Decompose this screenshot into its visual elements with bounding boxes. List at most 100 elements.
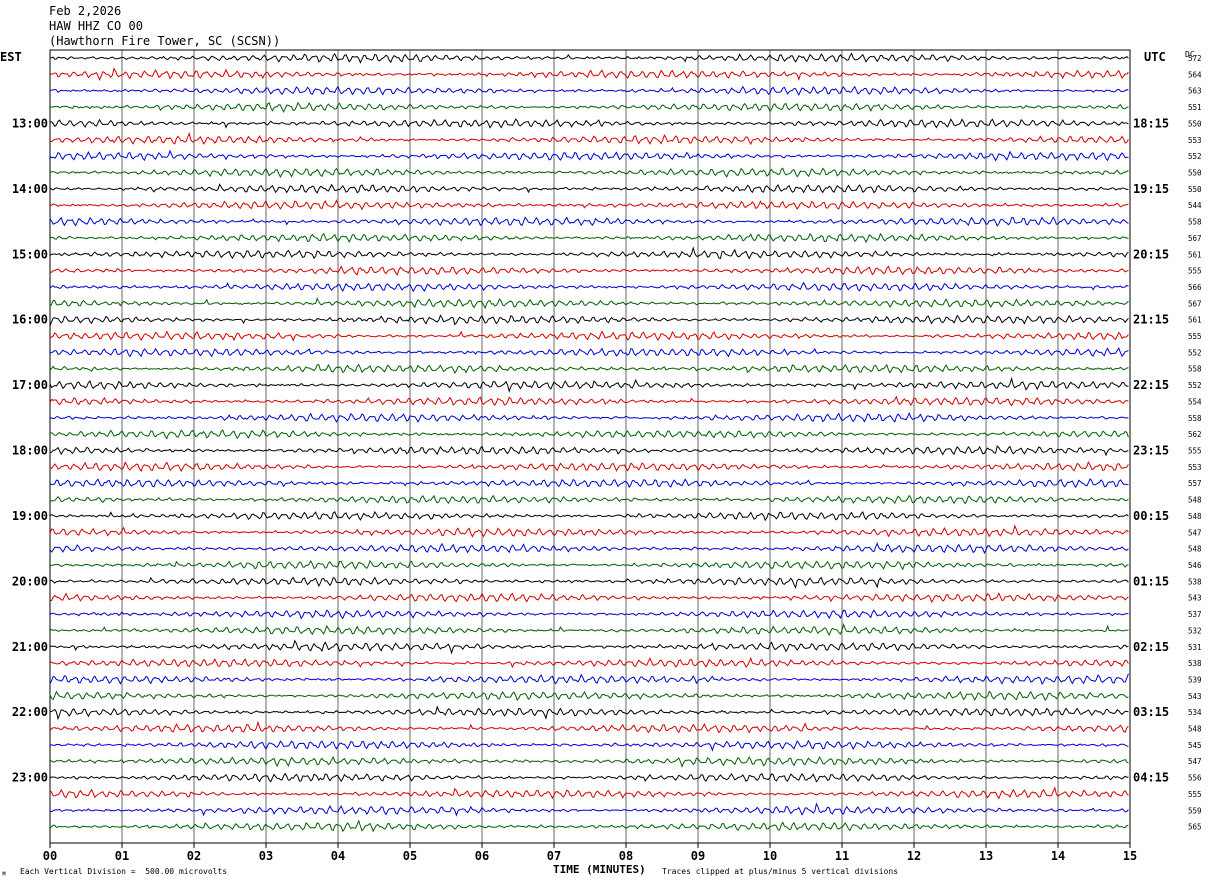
left-hour-label: 19:00 bbox=[12, 509, 48, 523]
right-hour-label: 04:15 bbox=[1133, 771, 1169, 785]
trace-row-4 bbox=[49, 118, 1129, 129]
x-tick-label: 03 bbox=[259, 849, 273, 863]
dc-offset-label: 538 bbox=[1188, 577, 1202, 586]
header-channel: HAW HHZ CO 00 bbox=[49, 19, 143, 33]
right-hour-label: 21:15 bbox=[1133, 313, 1169, 327]
dc-offset-label: 553 bbox=[1188, 136, 1202, 145]
left-hour-label: 21:00 bbox=[12, 640, 48, 654]
trace-row-3 bbox=[50, 101, 1129, 113]
x-tick-label: 14 bbox=[1051, 849, 1065, 863]
trace-row-5 bbox=[49, 131, 1129, 146]
dc-offset-label: 545 bbox=[1188, 741, 1202, 750]
dc-column-label: DC bbox=[1185, 50, 1195, 59]
trace-row-7 bbox=[49, 167, 1129, 178]
dc-offset-label: 555 bbox=[1188, 790, 1202, 799]
dc-offset-label: 548 bbox=[1188, 496, 1202, 505]
right-hour-label: 02:15 bbox=[1133, 640, 1169, 654]
trace-row-9 bbox=[49, 199, 1129, 211]
trace-row-18 bbox=[49, 347, 1129, 358]
x-tick-label: 13 bbox=[979, 849, 993, 863]
x-tick-label: 05 bbox=[403, 849, 417, 863]
dc-offset-label: 561 bbox=[1188, 250, 1202, 259]
dc-offset-label: 558 bbox=[1188, 414, 1202, 423]
dc-offset-label: 552 bbox=[1188, 381, 1202, 390]
x-tick-label: 01 bbox=[115, 849, 129, 863]
dc-offset-label: 537 bbox=[1188, 610, 1202, 619]
clip-note: Traces clipped at plus/minus 5 vertical … bbox=[662, 867, 899, 876]
dc-offset-label: 550 bbox=[1188, 185, 1202, 194]
x-tick-label: 10 bbox=[763, 849, 777, 863]
dc-offset-label: 563 bbox=[1188, 87, 1202, 96]
dc-offset-label: 544 bbox=[1188, 201, 1202, 210]
x-tick-label: 00 bbox=[43, 849, 57, 863]
dc-offset-label: 566 bbox=[1188, 283, 1202, 292]
left-hour-label: 15:00 bbox=[12, 247, 48, 261]
right-hour-label: 00:15 bbox=[1133, 509, 1169, 523]
dc-offset-label: 551 bbox=[1188, 103, 1202, 112]
trace-row-10 bbox=[49, 216, 1129, 227]
trace-row-30 bbox=[49, 542, 1129, 555]
header-station: (Hawthorn Fire Tower, SC (SCSN)) bbox=[49, 34, 281, 48]
trace-row-31 bbox=[49, 559, 1129, 571]
trace-row-21 bbox=[49, 395, 1129, 407]
dc-offset-label: 532 bbox=[1188, 626, 1202, 635]
trace-row-47 bbox=[49, 819, 1129, 833]
dc-offset-label: 543 bbox=[1188, 692, 1202, 701]
dc-offset-label: 546 bbox=[1188, 561, 1202, 570]
plot-frame bbox=[49, 49, 1131, 844]
trace-row-45 bbox=[49, 786, 1129, 800]
x-tick-label: 11 bbox=[835, 849, 849, 863]
trace-row-35 bbox=[49, 622, 1129, 637]
trace-row-20 bbox=[49, 376, 1129, 393]
right-hour-label: 23:15 bbox=[1133, 444, 1169, 458]
trace-row-17 bbox=[49, 330, 1129, 342]
right-hour-label: 19:15 bbox=[1133, 182, 1169, 196]
x-tick-label: 02 bbox=[187, 849, 201, 863]
dc-offset-label: 539 bbox=[1188, 675, 1202, 684]
trace-row-41 bbox=[49, 720, 1129, 734]
trace-row-28 bbox=[49, 510, 1129, 522]
trace-row-36 bbox=[49, 639, 1129, 655]
trace-row-16 bbox=[49, 314, 1129, 326]
dc-offset-label: 555 bbox=[1188, 267, 1202, 276]
trace-row-26 bbox=[49, 478, 1129, 489]
left-hour-label: 23:00 bbox=[12, 771, 48, 785]
dc-offset-label: 550 bbox=[1188, 168, 1202, 177]
trace-row-43 bbox=[49, 755, 1129, 768]
trace-row-23 bbox=[49, 429, 1129, 440]
dc-offset-label: 552 bbox=[1188, 152, 1202, 161]
x-axis-label: TIME (MINUTES) bbox=[553, 863, 646, 876]
right-hour-label: 01:15 bbox=[1133, 574, 1169, 588]
dc-offset-label: 564 bbox=[1188, 70, 1202, 79]
trace-row-40 bbox=[49, 705, 1129, 721]
trace-row-39 bbox=[49, 690, 1129, 702]
left-hour-label: 22:00 bbox=[12, 705, 48, 719]
trace-row-14 bbox=[49, 281, 1129, 293]
x-tick-label: 04 bbox=[331, 849, 345, 863]
left-hour-label: 14:00 bbox=[12, 182, 48, 196]
trace-row-22 bbox=[49, 412, 1129, 423]
trace-row-25 bbox=[49, 461, 1129, 473]
right-timezone-label: UTC bbox=[1144, 50, 1166, 64]
dc-offset-label: 561 bbox=[1188, 316, 1202, 325]
dc-offset-label: 567 bbox=[1188, 299, 1202, 308]
logo-mark: ⌘ bbox=[2, 870, 7, 878]
x-tick-label: 09 bbox=[691, 849, 705, 863]
x-tick-label: 15 bbox=[1123, 849, 1137, 863]
trace-row-46 bbox=[49, 802, 1129, 817]
scale-note: Each Vertical Division = 500.00 microvol… bbox=[20, 867, 228, 876]
trace-row-24 bbox=[49, 445, 1129, 457]
trace-row-33 bbox=[49, 591, 1129, 604]
dc-offset-label: 552 bbox=[1188, 348, 1202, 357]
trace-row-32 bbox=[49, 576, 1129, 589]
trace-row-2 bbox=[49, 85, 1129, 97]
dc-offset-label: 543 bbox=[1188, 594, 1202, 603]
dc-offset-label: 562 bbox=[1188, 430, 1202, 439]
dc-offset-label: 554 bbox=[1188, 397, 1202, 406]
left-hour-label: 18:00 bbox=[12, 444, 48, 458]
dc-offset-label: 559 bbox=[1188, 806, 1202, 815]
dc-offset-label: 550 bbox=[1188, 119, 1202, 128]
dc-offset-label: 565 bbox=[1188, 823, 1202, 832]
trace-row-29 bbox=[49, 524, 1129, 538]
